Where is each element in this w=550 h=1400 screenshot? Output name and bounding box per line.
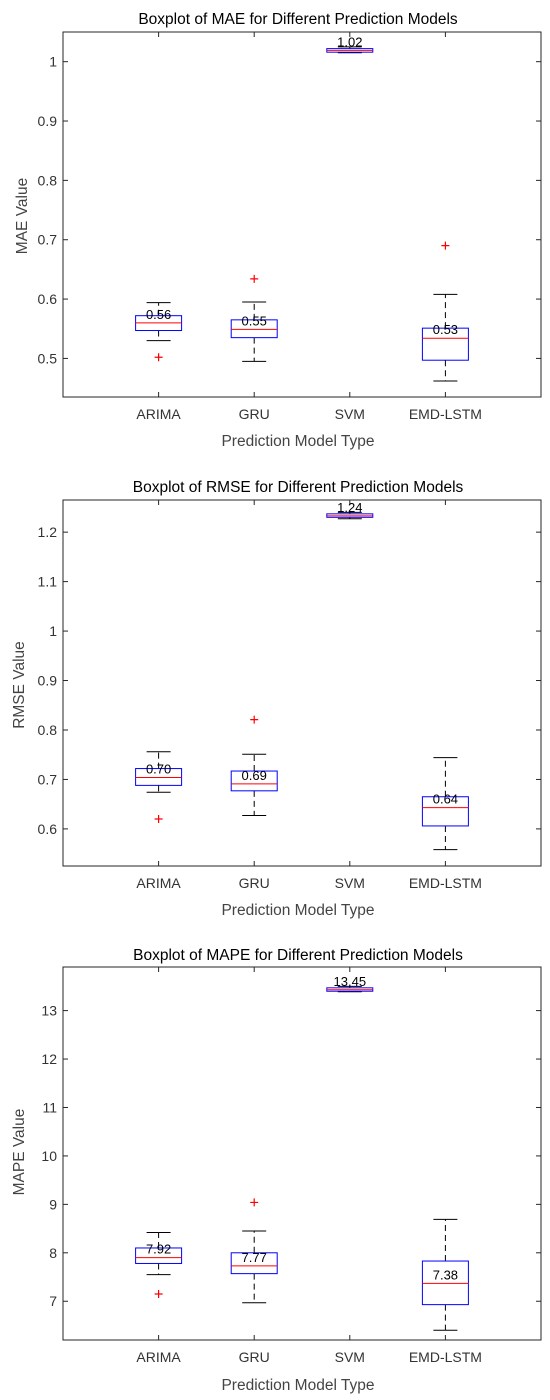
y-tick-label: 0.9 — [38, 673, 58, 689]
x-tick-label: ARIMA — [136, 406, 181, 422]
plot-area — [62, 966, 542, 1341]
iqr-box — [135, 1247, 183, 1264]
plot-area — [62, 31, 542, 398]
y-tick-label: 0.8 — [38, 172, 58, 188]
chart-title: Boxplot of MAPE for Different Prediction… — [133, 947, 463, 964]
y-tick-label: 0.7 — [38, 771, 58, 787]
plot-area — [62, 499, 542, 867]
iqr-box — [421, 796, 469, 827]
y-tick-label: 0.8 — [38, 722, 58, 738]
x-tick-label: SVM — [335, 1349, 365, 1365]
outlier-marker — [154, 353, 163, 362]
y-axis-label: MAPE Value — [11, 1109, 28, 1196]
y-tick-label: 9 — [49, 1196, 57, 1212]
median-value-label: 7.77 — [242, 1250, 267, 1265]
y-tick-label: 12 — [41, 1051, 57, 1067]
outlier-marker — [154, 815, 163, 824]
y-tick-label: 0.7 — [38, 232, 58, 248]
y-tick-label: 1 — [49, 623, 57, 639]
mape-boxplot-panel: Boxplot of MAPE for Different Prediction… — [11, 947, 542, 1394]
box-marks: 0.6 0.7 0.8 0.9 1 1.1 1.2 ARIMA 0.70 GRU 0.69 SVM 1.… — [38, 500, 541, 891]
x-axis-label: Prediction Model Type — [221, 433, 374, 450]
median-value-label: 0.70 — [146, 761, 171, 776]
y-tick-label: 0.9 — [38, 113, 58, 129]
median-value-label: 1.24 — [337, 500, 362, 515]
x-tick-label: SVM — [335, 406, 365, 422]
median-value-label: 0.53 — [433, 322, 458, 337]
y-tick-label: 0.6 — [38, 821, 58, 837]
chart-title: Boxplot of MAE for Different Prediction … — [138, 11, 458, 28]
median-value-label: 7.38 — [433, 1267, 458, 1282]
y-tick-label: 1.1 — [38, 574, 58, 590]
y-axis-label: MAE Value — [14, 178, 31, 254]
y-tick-label: 11 — [42, 1099, 57, 1115]
iqr-box — [230, 770, 278, 792]
x-tick-label: EMD-LSTM — [409, 1349, 482, 1365]
outlier-marker — [441, 241, 450, 250]
x-tick-label: GRU — [239, 875, 270, 891]
x-tick-label: ARIMA — [136, 875, 181, 891]
y-tick-label: 13 — [41, 1003, 57, 1019]
median-value-label: 7.92 — [146, 1242, 171, 1257]
median-value-label: 0.69 — [242, 768, 267, 783]
iqr-box — [230, 319, 278, 339]
outlier-marker — [250, 715, 259, 724]
median-value-label: 1.02 — [337, 34, 362, 49]
outlier-marker — [154, 1289, 163, 1298]
x-tick-label: SVM — [335, 875, 365, 891]
x-tick-label: ARIMA — [136, 1349, 181, 1365]
x-tick-label: GRU — [239, 1349, 270, 1365]
chart-title: Boxplot of RMSE for Different Prediction… — [133, 479, 464, 496]
median-value-label: 0.55 — [242, 313, 267, 328]
y-tick-label: 1.2 — [38, 524, 58, 540]
outlier-marker — [250, 1198, 259, 1207]
median-value-label: 0.56 — [146, 307, 171, 322]
y-tick-label: 10 — [41, 1148, 57, 1164]
y-tick-label: 7 — [49, 1293, 57, 1309]
mae-boxplot-panel: Boxplot of MAE for Different Prediction … — [14, 11, 542, 450]
y-tick-label: 8 — [49, 1245, 57, 1261]
x-axis-label: Prediction Model Type — [221, 1377, 374, 1394]
y-tick-label: 0.5 — [38, 350, 58, 366]
outlier-marker — [250, 274, 259, 283]
median-value-label: 0.64 — [433, 792, 458, 807]
x-tick-label: GRU — [239, 406, 270, 422]
median-value-label: 13.45 — [334, 974, 367, 989]
box-marks: 7 8 9 10 11 12 13 ARIMA 7.92 GRU 7.77 SVM 13.45 EMD-L… — [41, 967, 541, 1365]
y-tick-label: 1 — [49, 54, 57, 70]
rmse-boxplot-panel: Boxplot of RMSE for Different Prediction… — [11, 479, 542, 919]
x-tick-label: EMD-LSTM — [409, 875, 482, 891]
x-tick-label: EMD-LSTM — [409, 406, 482, 422]
y-tick-label: 0.6 — [38, 291, 58, 307]
iqr-box — [230, 1252, 278, 1275]
y-axis-label: RMSE Value — [11, 641, 28, 729]
box-marks: 0.5 0.6 0.7 0.8 0.9 1 ARIMA 0.56 GRU 0.55 SVM 1.02 E… — [38, 32, 541, 422]
x-axis-label: Prediction Model Type — [221, 902, 374, 919]
iqr-box — [421, 327, 469, 361]
